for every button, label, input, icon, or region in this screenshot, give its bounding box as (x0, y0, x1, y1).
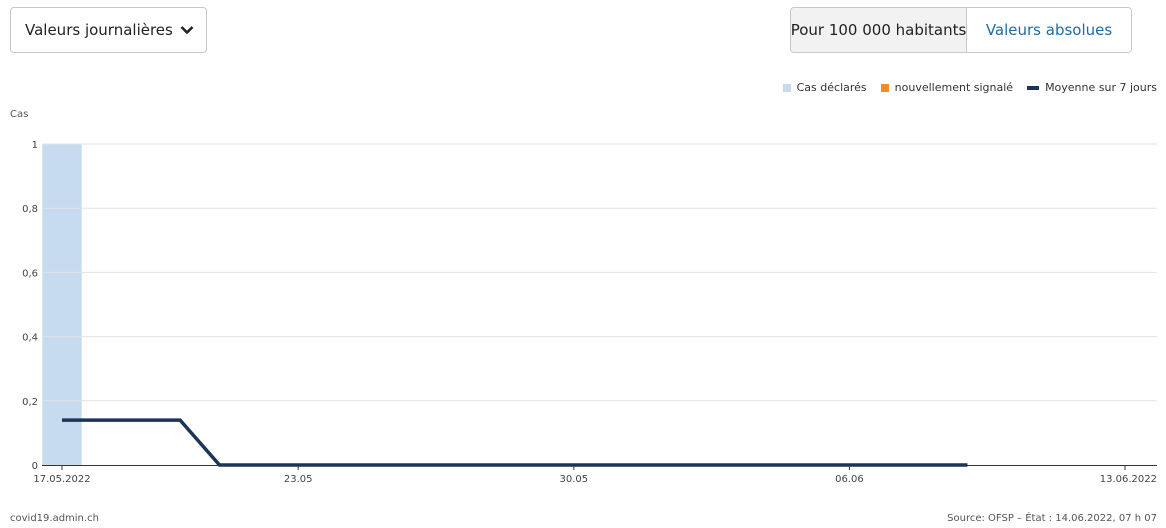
legend-item-cas-declares[interactable]: Cas déclarés (782, 81, 867, 94)
bar (42, 144, 82, 465)
legend-swatch-nouvellement-signale (880, 83, 889, 92)
y-axis-label: Cas (10, 109, 29, 120)
footer-site: covid19.admin.ch (10, 513, 99, 524)
chevron-down-icon (180, 25, 194, 35)
y-tick-label: 0,4 (22, 333, 38, 344)
x-tick-label: 23.05 (284, 474, 313, 485)
legend-swatch-cas-declares (782, 83, 791, 92)
y-tick-label: 0,6 (22, 268, 38, 279)
y-tick-label: 1 (32, 140, 38, 151)
period-dropdown-label: Valeurs journalières (25, 21, 173, 39)
series-line-moyenne-7-jours (62, 418, 968, 467)
toggle-per-100000-button[interactable]: Pour 100 000 habitants (791, 8, 967, 52)
x-tick-label: 17.05.2022 (33, 474, 90, 485)
y-tick-label: 0,8 (22, 204, 38, 215)
legend-item-nouvellement-signale[interactable]: nouvellement signalé (880, 81, 1014, 94)
legend-label-moyenne-7-jours: Moyenne sur 7 jours (1045, 81, 1157, 94)
period-dropdown[interactable]: Valeurs journalières (10, 7, 207, 53)
legend-item-moyenne-7-jours[interactable]: Moyenne sur 7 jours (1027, 81, 1157, 94)
y-tick-label: 0,2 (22, 397, 38, 408)
normalization-toggle: Pour 100 000 habitants Valeurs absolues (790, 7, 1132, 53)
toggle-absolute-button[interactable]: Valeurs absolues (967, 8, 1131, 52)
legend-label-nouvellement-signale: nouvellement signalé (894, 81, 1014, 94)
chart-legend: Cas déclarés nouvellement signalé Moyenn… (782, 81, 1157, 94)
y-tick-label: 0 (32, 461, 38, 472)
x-tick-label: 06.06 (835, 474, 864, 485)
x-tick-label: 30.05 (559, 474, 588, 485)
legend-label-cas-declares: Cas déclarés (796, 81, 867, 94)
footer-source: Source: OFSP – État : 14.06.2022, 07 h 0… (947, 513, 1157, 524)
cases-chart: 0 0,2 0,4 0,6 0,8 1 17.05.2022 23.05 30.05 06.06 1… (22, 140, 1157, 485)
legend-swatch-moyenne-7-jours (1027, 85, 1040, 90)
x-tick-label: 13.06.2022 (1100, 474, 1157, 485)
